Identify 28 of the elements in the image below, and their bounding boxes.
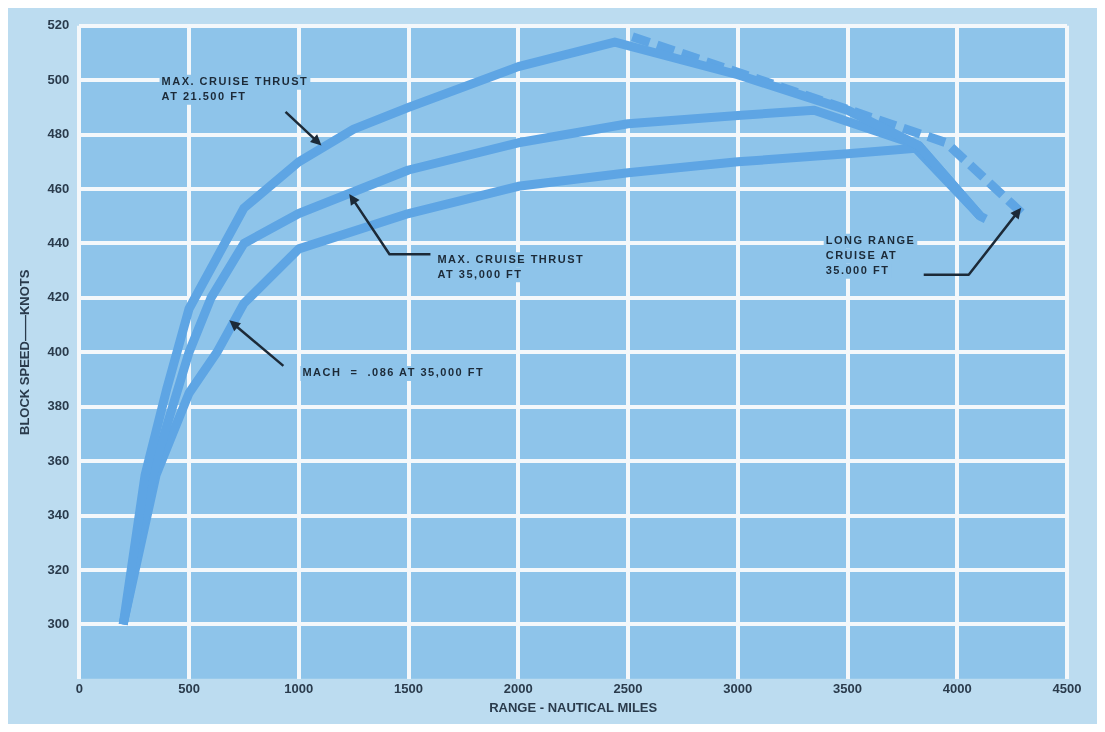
y-tick-label: 400 [47, 343, 70, 359]
x-tick-label: 0 [75, 681, 83, 697]
annotation: MAX. CRUISE THRUST AT 21.500 FT [161, 75, 309, 103]
y-tick-label: 300 [47, 615, 70, 631]
annotation: LONG RANGE CRUISE AT 35.000 FT [825, 234, 916, 277]
y-tick-label: 440 [47, 235, 70, 251]
x-tick-label: 500 [178, 681, 200, 697]
y-tick-label: 480 [47, 126, 70, 142]
y-tick-label: 360 [47, 452, 70, 468]
y-axis-title: BLOCK SPEED——KNOTS [17, 269, 33, 435]
y-tick-label: 420 [47, 289, 70, 305]
x-tick-label: 1500 [394, 681, 423, 697]
x-tick-label: 3000 [723, 681, 753, 697]
y-tick-label: 500 [47, 71, 70, 87]
y-tick-label: 320 [47, 561, 70, 577]
x-axis-title: RANGE - NAUTICAL MILES [489, 699, 658, 715]
x-tick-label: 2000 [503, 681, 533, 697]
x-tick-label: 2500 [613, 681, 643, 697]
x-tick-label: 1000 [284, 681, 314, 697]
x-tick-label: 3500 [833, 681, 862, 697]
x-tick-label: 4500 [1052, 681, 1082, 697]
y-tick-label: 520 [47, 17, 70, 33]
y-tick-label: 460 [47, 180, 70, 196]
annotation: MAX. CRUISE THRUST AT 35,000 FT [437, 252, 585, 280]
annotation: MACH = .086 AT 35,000 FT [302, 366, 485, 379]
x-tick-label: 4000 [942, 681, 972, 697]
y-tick-label: 340 [47, 507, 70, 523]
y-tick-label: 380 [47, 398, 70, 414]
